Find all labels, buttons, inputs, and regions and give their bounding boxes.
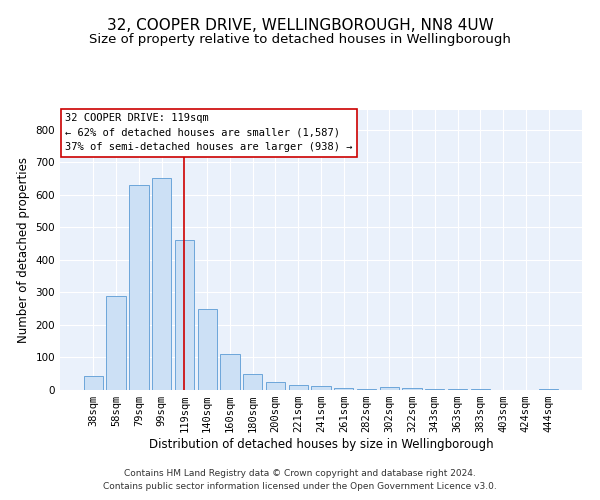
- Bar: [197, 308, 217, 390]
- Bar: [220, 354, 239, 390]
- Bar: [334, 388, 353, 390]
- Text: Contains HM Land Registry data © Crown copyright and database right 2024.: Contains HM Land Registry data © Crown c…: [124, 468, 476, 477]
- Bar: [243, 374, 262, 390]
- Bar: [539, 388, 558, 390]
- Text: 32 COOPER DRIVE: 119sqm
← 62% of detached houses are smaller (1,587)
37% of semi: 32 COOPER DRIVE: 119sqm ← 62% of detache…: [65, 113, 353, 152]
- Text: Contains public sector information licensed under the Open Government Licence v3: Contains public sector information licen…: [103, 482, 497, 491]
- Bar: [152, 178, 172, 390]
- Bar: [425, 388, 445, 390]
- Bar: [84, 376, 103, 390]
- Bar: [403, 388, 422, 390]
- Bar: [311, 386, 331, 390]
- Bar: [289, 385, 308, 390]
- Bar: [357, 389, 376, 390]
- Bar: [129, 185, 149, 390]
- Bar: [106, 296, 126, 390]
- Text: 32, COOPER DRIVE, WELLINGBOROUGH, NN8 4UW: 32, COOPER DRIVE, WELLINGBOROUGH, NN8 4U…: [107, 18, 493, 32]
- Y-axis label: Number of detached properties: Number of detached properties: [17, 157, 30, 343]
- Bar: [175, 240, 194, 390]
- Text: Size of property relative to detached houses in Wellingborough: Size of property relative to detached ho…: [89, 32, 511, 46]
- Bar: [266, 382, 285, 390]
- X-axis label: Distribution of detached houses by size in Wellingborough: Distribution of detached houses by size …: [149, 438, 493, 451]
- Bar: [448, 389, 467, 390]
- Bar: [380, 388, 399, 390]
